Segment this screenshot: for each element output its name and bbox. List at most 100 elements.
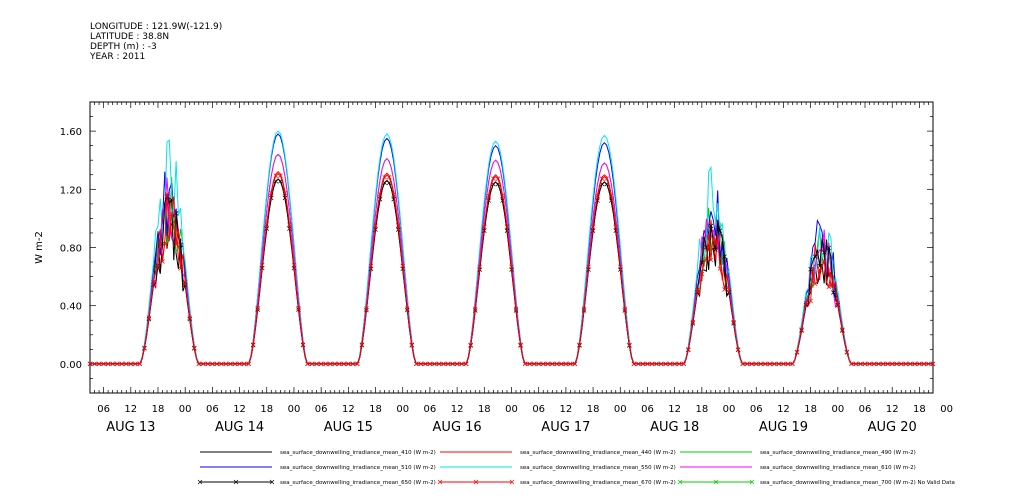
legend: sea_surface_downwelling_irradiance_mean_… — [197, 450, 955, 486]
y-tick-label: 0.80 — [60, 244, 82, 255]
series-marker — [246, 361, 251, 367]
series-marker — [763, 361, 768, 367]
series-marker — [831, 290, 836, 295]
series-marker — [713, 241, 718, 246]
series-marker — [119, 361, 124, 367]
series-marker — [491, 176, 496, 181]
series-marker — [96, 361, 102, 367]
series-marker — [654, 361, 659, 367]
x-day-label: AUG 14 — [215, 420, 264, 435]
series-marker — [128, 361, 134, 367]
series-marker — [432, 361, 437, 367]
x-hour-label: 12 — [451, 404, 464, 415]
series-line — [90, 130, 933, 365]
series-marker — [568, 361, 573, 367]
legend-marker — [269, 479, 275, 485]
legend-marker — [713, 479, 719, 485]
series-marker — [613, 224, 618, 229]
series-marker — [405, 306, 410, 311]
series-marker — [722, 287, 727, 292]
legend-label: sea_surface_downwelling_irradiance_mean_… — [280, 465, 436, 471]
series-marker — [821, 258, 827, 264]
legend-marker — [197, 479, 203, 485]
series-marker — [917, 361, 922, 367]
x-hour-label: 12 — [777, 404, 790, 415]
series-marker — [708, 223, 714, 229]
series-marker — [785, 361, 791, 367]
series-marker — [173, 242, 179, 247]
series-marker — [912, 361, 918, 367]
x-hour-label: 18 — [478, 404, 491, 415]
series-marker — [400, 263, 405, 269]
series-marker — [540, 361, 546, 367]
x-day-label: AUG 18 — [650, 420, 699, 435]
series-marker — [368, 263, 374, 269]
series-marker — [201, 361, 206, 367]
x-hour-label: 00 — [723, 404, 736, 415]
series-marker — [686, 347, 691, 352]
series-marker — [110, 361, 115, 367]
series-marker — [219, 361, 224, 367]
series-marker — [359, 342, 365, 347]
header-info: LONGITUDE : 121.9W(-121.9) LATITUDE : 38… — [90, 22, 222, 62]
x-hour-label: 12 — [668, 404, 681, 415]
x-day-label: AUG 19 — [759, 420, 808, 435]
series-marker — [781, 361, 786, 367]
series-marker — [463, 361, 469, 367]
y-tick-label: 0.00 — [60, 360, 82, 371]
series-marker — [264, 222, 270, 227]
series-marker — [699, 260, 705, 265]
series-marker — [744, 361, 750, 367]
series-marker — [749, 361, 754, 367]
series-marker — [191, 345, 197, 351]
series-marker — [364, 306, 369, 311]
series-marker — [726, 287, 732, 293]
series-marker — [831, 283, 836, 288]
series-marker — [327, 361, 333, 367]
series-marker — [586, 264, 591, 270]
series-marker — [278, 173, 283, 179]
x-hour-label: 06 — [750, 404, 763, 415]
series-marker — [450, 361, 455, 367]
series-marker — [101, 361, 106, 367]
series-line — [90, 172, 933, 365]
x-hour-label: 00 — [505, 404, 518, 415]
series-marker — [627, 342, 632, 348]
series-marker — [772, 361, 777, 367]
series-marker — [835, 301, 841, 306]
series-marker — [223, 361, 229, 367]
series-marker — [704, 256, 709, 262]
legend-label: sea_surface_downwelling_irradiance_mean_… — [760, 450, 916, 456]
series-line — [90, 178, 933, 365]
series-marker — [672, 361, 677, 367]
series-marker — [604, 176, 609, 181]
series-marker — [377, 192, 383, 197]
series-marker — [812, 254, 818, 260]
plot-frame — [89, 101, 934, 394]
y-axis-label: W m-2 — [34, 231, 45, 264]
series-marker — [441, 361, 446, 367]
series-marker — [545, 361, 551, 367]
series-marker — [590, 224, 596, 229]
series-marker — [146, 315, 152, 320]
legend-marker — [473, 479, 479, 485]
series-marker — [808, 266, 813, 272]
series-marker — [658, 361, 664, 367]
series-marker — [599, 176, 605, 181]
series-marker — [563, 361, 569, 367]
x-hour-label: 06 — [859, 404, 872, 415]
series-marker — [296, 305, 301, 311]
legend-label: sea_surface_downwelling_irradiance_mean_… — [760, 465, 916, 471]
x-hour-label: 06 — [315, 404, 328, 415]
axis-labels: 0.00 0.40 0.80 1.20 1.60 W m-2 06 12 18 00 06 12 18 0… — [34, 127, 953, 435]
series-marker — [572, 361, 578, 367]
series-marker — [282, 190, 288, 196]
x-hour-label: 12 — [124, 404, 137, 415]
series-marker — [237, 361, 242, 367]
legend-label: sea_surface_downwelling_irradiance_mean_… — [520, 480, 676, 486]
series-marker — [436, 361, 442, 367]
series-marker — [885, 361, 890, 367]
series-marker — [531, 361, 537, 367]
legend-marker — [677, 479, 683, 485]
